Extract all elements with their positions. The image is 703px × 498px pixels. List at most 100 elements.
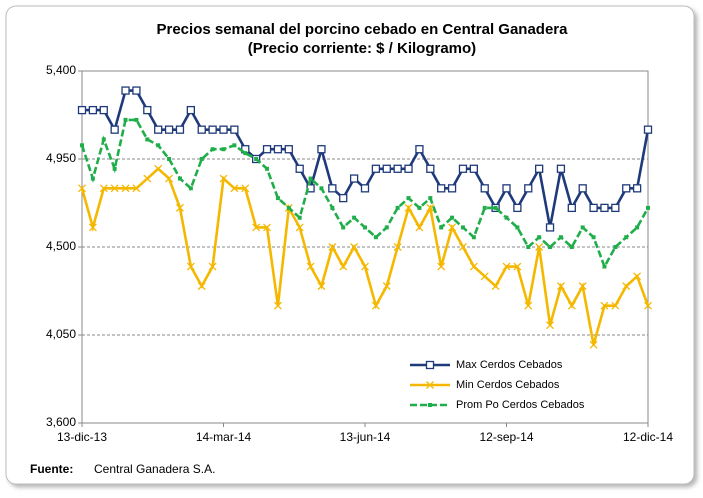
marker	[395, 205, 400, 210]
marker	[317, 145, 326, 154]
marker	[393, 164, 402, 173]
marker	[265, 166, 270, 171]
x-tick-label: 12-sep-14	[479, 430, 533, 444]
marker	[175, 125, 185, 134]
chart-frame	[5, 5, 695, 485]
marker	[537, 235, 542, 240]
marker	[319, 186, 324, 191]
chart-subtitle: (Precio corriente: $ / Kilogramo)	[248, 40, 476, 57]
marker	[504, 215, 509, 220]
marker	[502, 262, 511, 271]
x-tick-label: 12-dic-14	[623, 430, 673, 444]
marker	[526, 245, 531, 249]
marker	[219, 125, 228, 134]
marker	[123, 117, 128, 122]
marker	[132, 184, 141, 193]
source: Central Ganadera S.A.	[94, 462, 215, 476]
marker	[535, 243, 544, 251]
marker	[328, 184, 337, 193]
marker	[199, 157, 204, 161]
marker	[428, 403, 432, 407]
marker	[110, 184, 119, 193]
marker	[458, 164, 468, 173]
marker	[349, 174, 359, 183]
marker	[447, 184, 457, 193]
marker	[165, 174, 174, 183]
marker	[154, 125, 163, 134]
y-tick-label: 5,400	[46, 63, 76, 77]
marker	[602, 264, 607, 269]
marker	[545, 223, 555, 232]
marker	[437, 184, 446, 193]
marker	[632, 184, 642, 193]
marker	[469, 262, 478, 271]
legend-label: Max Cerdos Cebados	[456, 359, 563, 371]
marker	[404, 164, 413, 173]
marker	[252, 223, 261, 232]
marker	[361, 262, 369, 271]
marker	[297, 215, 302, 220]
marker	[330, 205, 335, 210]
marker	[578, 282, 587, 291]
marker	[363, 225, 367, 230]
marker	[491, 282, 500, 291]
marker	[371, 301, 380, 310]
marker	[78, 184, 86, 193]
y-tick-label: 3,600	[46, 415, 76, 429]
marker	[546, 321, 554, 330]
marker	[558, 235, 563, 240]
y-tick-label: 4,950	[46, 151, 76, 165]
marker	[295, 164, 304, 173]
marker	[373, 235, 378, 240]
marker	[232, 143, 237, 148]
marker	[121, 184, 130, 193]
marker	[569, 245, 574, 249]
legend-label: Prom Po Cerdos Cebados	[456, 399, 585, 411]
marker	[426, 164, 435, 173]
marker	[143, 174, 152, 183]
marker	[567, 301, 576, 310]
marker	[352, 215, 357, 220]
marker	[567, 203, 576, 213]
marker	[502, 184, 511, 193]
marker	[493, 205, 498, 210]
marker	[121, 86, 130, 95]
chart-title: Precios semanal del porcino cebado en Ce…	[157, 21, 569, 38]
marker	[611, 203, 620, 213]
marker	[459, 243, 467, 251]
marker	[482, 205, 487, 210]
marker	[154, 164, 163, 173]
marker	[556, 282, 565, 291]
marker	[284, 145, 293, 154]
y-tick-label: 4,500	[46, 239, 76, 253]
marker	[591, 235, 596, 240]
marker	[339, 193, 348, 203]
marker	[425, 360, 435, 370]
marker	[208, 125, 217, 134]
marker	[221, 147, 226, 152]
marker	[600, 301, 609, 310]
marker	[404, 203, 413, 212]
marker	[417, 205, 422, 210]
marker	[428, 196, 433, 201]
marker	[99, 105, 108, 115]
marker	[480, 184, 489, 193]
marker	[471, 235, 476, 240]
marker	[176, 203, 184, 212]
marker	[254, 157, 259, 161]
marker	[646, 205, 650, 210]
marker	[633, 272, 642, 281]
marker	[406, 196, 411, 201]
marker	[384, 225, 389, 230]
marker	[515, 225, 520, 230]
marker	[415, 145, 424, 154]
marker	[480, 272, 489, 281]
marker	[186, 262, 195, 271]
marker	[167, 157, 172, 161]
marker	[513, 203, 522, 213]
marker	[262, 145, 272, 154]
marker	[589, 203, 598, 213]
x-tick-label: 14-mar-14	[196, 430, 252, 444]
marker	[426, 381, 434, 389]
